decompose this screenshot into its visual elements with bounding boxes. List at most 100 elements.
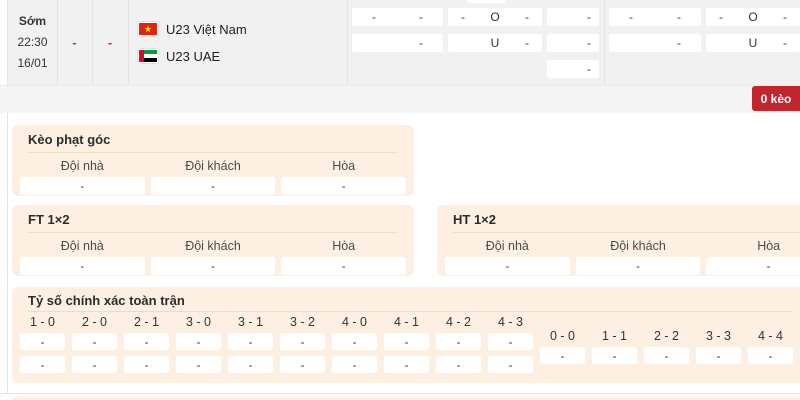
score-odds-box[interactable]: - [436, 356, 481, 373]
ht12-away-col: Đội khách - [575, 236, 701, 275]
score-odds-box[interactable]: - [20, 333, 65, 350]
score-odds-box[interactable]: - [384, 333, 429, 350]
ft-1x2-home-box[interactable]: - [547, 8, 599, 26]
ft-1x2-away-odds: - [587, 36, 591, 50]
away-header: Đội khách [610, 239, 666, 253]
score-odds-box[interactable]: - [280, 333, 325, 350]
score-odds-box[interactable]: - [696, 347, 741, 364]
score-odds-box[interactable]: - [592, 347, 637, 364]
score-odds-box[interactable]: - [176, 333, 221, 350]
score-col-4-0: 4 - 0 - - [332, 315, 377, 379]
corner-away-odds-box[interactable]: - [150, 177, 276, 195]
score-col-2-0: 2 - 0 - - [72, 315, 117, 379]
score-odds-box[interactable]: - [72, 356, 117, 373]
keo-count-button[interactable]: 0 kèo [752, 86, 800, 111]
score-odds-box[interactable]: - [436, 333, 481, 350]
home-header: Đội nhà [60, 239, 104, 253]
score-odds-box[interactable]: - [124, 356, 169, 373]
score-odds-box[interactable]: - [384, 356, 429, 373]
ft-ht-divider [604, 0, 605, 85]
score-odds-box[interactable]: - [748, 347, 793, 364]
divider [128, 0, 129, 85]
score-col-0-0: 0 - 0 - [540, 315, 585, 379]
panel-title: FT 1×2 [28, 205, 398, 233]
corner-draw-odds-box[interactable]: - [281, 177, 407, 195]
score-odds-box[interactable]: - [644, 347, 689, 364]
score-label: 4 - 4 [757, 329, 783, 343]
panel-title: Kèo phạt góc [28, 125, 398, 153]
ft-under-odds: - [524, 36, 529, 50]
under-indicator: U [748, 36, 758, 50]
away-header: Đội khách [185, 159, 241, 173]
ht12-draw-odds-box[interactable]: - [706, 257, 800, 275]
kickoff-time: 22:30 [17, 35, 48, 49]
ft-ou-under-box[interactable]: U - [448, 34, 542, 52]
ht-ou-under-box[interactable]: U - [706, 34, 800, 52]
ht12-home-odds-box[interactable]: - [445, 257, 570, 275]
ft-hdp-row1-box[interactable]: - - [352, 8, 443, 26]
corner-home-odds-box[interactable]: - [20, 177, 145, 195]
ht-ou-line: - [719, 10, 723, 24]
ft-hdp-line: - [372, 10, 376, 24]
ft-1x2-away-box[interactable]: - [547, 34, 599, 52]
vietnam-flag-icon: ★ [138, 22, 158, 36]
away-team-row[interactable]: U23 UAE [138, 49, 347, 64]
score-odds-box[interactable]: - [124, 333, 169, 350]
ht-over-odds: - [783, 10, 787, 24]
corner-home-col: Đội nhà - [20, 156, 145, 195]
draw-header: Hòa [332, 239, 356, 253]
score-odds-box[interactable]: - [20, 356, 65, 373]
match-time-cell: Sớm 22:30 16/01 [8, 0, 57, 85]
ft-over-odds: - [525, 10, 529, 24]
score-odds-box[interactable]: - [72, 333, 117, 350]
ht-ou-over-box[interactable]: - O - [706, 8, 800, 26]
ft12-draw-odds-box[interactable]: - [281, 257, 407, 275]
ft12-home-odds-box[interactable]: - [20, 257, 145, 275]
next-panel-edge [12, 397, 800, 400]
ft-hdp-row2-box[interactable]: - [352, 34, 443, 52]
ft12-draw-col: Hòa - [281, 236, 407, 275]
score-label: 2 - 2 [653, 329, 679, 343]
over-indicator: O [490, 10, 500, 24]
ft12-home-col: Đội nhà - [20, 236, 145, 275]
ht-hdp-row2-box[interactable]: - [609, 34, 701, 52]
corner-away-col: Đội khách - [150, 156, 276, 195]
score-col-3-0: 3 - 0 - - [176, 315, 221, 379]
score-label: 0 - 0 [549, 329, 575, 343]
score-odds-box[interactable]: - [280, 356, 325, 373]
score-col-3-1: 3 - 1 - - [228, 315, 273, 379]
ft-1x2-draw-odds: - [587, 62, 591, 76]
ht-hdp-row1-box[interactable]: - - [609, 8, 701, 26]
ft-hdp-away-odds: - [419, 36, 423, 50]
teams-cell: ★ U23 Việt Nam U23 UAE [128, 0, 347, 85]
away-header: Đội khách [185, 239, 241, 253]
corner-odds-panel: Kèo phạt góc Đội nhà - Đội khách - Hòa - [12, 125, 414, 196]
ht12-away-odds-box[interactable]: - [575, 257, 701, 275]
score-odds-box[interactable]: - [228, 333, 273, 350]
ft12-away-odds-box[interactable]: - [150, 257, 276, 275]
score-col-4-3: 4 - 3 - - [488, 315, 533, 379]
ft-1x2-draw-box[interactable]: - [547, 60, 599, 78]
under-indicator: U [490, 36, 500, 50]
score-odds-box[interactable]: - [488, 356, 533, 373]
uae-flag-icon [138, 49, 158, 63]
ht-hdp-away-odds: - [677, 36, 681, 50]
home-team-row[interactable]: ★ U23 Việt Nam [138, 22, 347, 37]
ft-1x2-home-odds: - [587, 10, 591, 24]
score-odds-box[interactable]: - [332, 356, 377, 373]
score-odds-box[interactable]: - [488, 333, 533, 350]
score-label: 4 - 1 [393, 315, 419, 329]
score-odds-box[interactable]: - [228, 356, 273, 373]
ft-ou-over-box[interactable]: - O - [448, 8, 542, 26]
ht-under-odds: - [782, 36, 787, 50]
ht12-odds-grid: Đội nhà - Đội khách - Hòa - [437, 233, 800, 275]
over-indicator: O [748, 10, 758, 24]
score-label: 2 - 1 [133, 315, 159, 329]
corner-odds-grid: Đội nhà - Đội khách - Hòa - [12, 153, 414, 195]
match-date: 16/01 [17, 56, 48, 70]
divider [92, 0, 93, 85]
score-odds-box[interactable]: - [332, 333, 377, 350]
score-odds-box[interactable]: - [540, 347, 585, 364]
score-odds-box[interactable]: - [176, 356, 221, 373]
ht-hdp-line: - [629, 10, 633, 24]
